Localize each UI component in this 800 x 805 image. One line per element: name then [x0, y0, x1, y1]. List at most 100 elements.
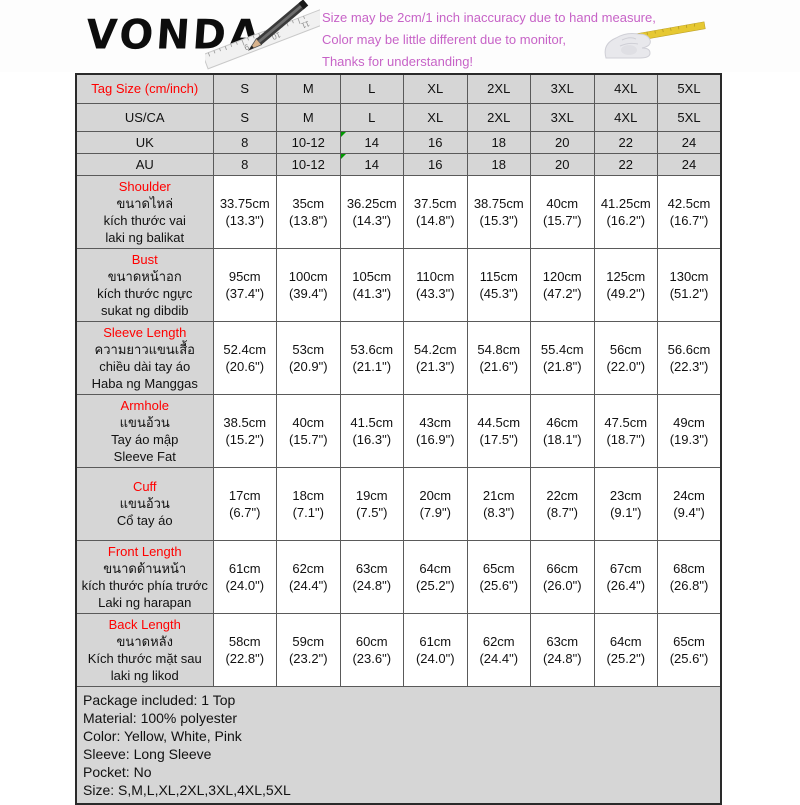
- cm-value: 125cm: [606, 268, 646, 284]
- measurement-cell: 43cm (16.9"): [403, 393, 468, 468]
- inch-value: (24.4"): [288, 577, 328, 593]
- row-title: Shoulder: [118, 178, 171, 194]
- table-row: Shoulder ขนาดไหล่ kích thước vai laki ng ba…: [75, 174, 722, 249]
- row-title: Front Length: [107, 543, 182, 559]
- cm-value: 130cm: [669, 268, 709, 284]
- inch-value: (49.2"): [606, 285, 646, 301]
- row-translation: ขนาดหลัง: [116, 633, 173, 649]
- cm-value: 44.5cm: [477, 414, 521, 430]
- row-label: Tag Size (cm/inch): [75, 73, 214, 104]
- table-row: US/CA S M L XL 2XL 3XL 4XL 5XL: [75, 102, 722, 132]
- measurement-cell: 120cm (47.2"): [530, 247, 595, 322]
- measurement-cell: 125cm (49.2"): [593, 247, 658, 322]
- row-title: Cuff: [132, 479, 157, 494]
- cm-value: 63cm: [546, 633, 579, 649]
- size-chart-table: Tag Size (cm/inch) S M L XL 2XL 3XL 4XL 5XL US/CA…: [75, 73, 722, 805]
- inch-value: (14.3"): [352, 212, 392, 228]
- inch-value: (16.2"): [606, 212, 646, 228]
- measurement-cell: 20cm (7.9"): [403, 466, 468, 541]
- cm-value: 100cm: [288, 268, 328, 284]
- inch-value: (17.5"): [479, 431, 519, 447]
- inch-value: (8.7"): [546, 504, 578, 520]
- measurement-cell: 18cm (7.1"): [276, 466, 341, 541]
- row-translation: kích thước phía trước: [81, 577, 208, 593]
- cm-value: 65cm: [482, 560, 515, 576]
- size-cell: S: [212, 73, 277, 104]
- size-cell: 22: [593, 130, 658, 154]
- row-label: Sleeve Length ความยาวแขนเสื้อ chiều dài ta…: [75, 320, 214, 395]
- inch-value: (51.2"): [669, 285, 709, 301]
- measurement-cell: 130cm (51.2"): [657, 247, 722, 322]
- row-translation: laki ng likod: [110, 667, 179, 683]
- size-cell: 2XL: [466, 102, 531, 132]
- measurement-cell: 63cm (24.8"): [339, 539, 404, 614]
- product-info-line: Sleeve: Long Sleeve: [83, 745, 212, 762]
- measurement-cell: 64cm (25.2"): [403, 539, 468, 614]
- inch-value: (22.8"): [225, 650, 265, 666]
- row-translation: ขนาดหน้าอก: [107, 268, 182, 284]
- row-title: Armhole: [120, 397, 169, 413]
- measurement-cell: 60cm (23.6"): [339, 612, 404, 687]
- size-cell: 14: [339, 130, 404, 154]
- cm-value: 62cm: [292, 560, 325, 576]
- disclaimer-notes: Size may be 2cm/1 inch inaccuracy due to…: [322, 7, 656, 73]
- measurement-cell: 95cm (37.4"): [212, 247, 277, 322]
- cm-value: 22cm: [546, 487, 579, 503]
- cm-value: 63cm: [355, 560, 388, 576]
- measurement-cell: 17cm (6.7"): [212, 466, 277, 541]
- cm-value: 115cm: [479, 268, 518, 284]
- measurement-cell: 62cm (24.4"): [276, 539, 341, 614]
- measurement-cell: 54.2cm (21.3"): [403, 320, 468, 395]
- table-row: Front Length ขนาดด้านหน้า kích thước phía …: [75, 539, 722, 614]
- measurement-cell: 49cm (19.3"): [657, 393, 722, 468]
- table-row: AU 8 10-12 14 16 18 20 22 24: [75, 152, 722, 176]
- inch-value: (15.7"): [542, 212, 582, 228]
- table-row: Armhole แขนอ้วน Tay áo mập Sleeve Fat 38.5cm…: [75, 393, 722, 468]
- inch-value: (23.6"): [352, 650, 392, 666]
- inch-value: (7.1"): [292, 504, 324, 520]
- cm-value: 38.75cm: [473, 195, 524, 211]
- inch-value: (21.6"): [479, 358, 519, 374]
- inch-value: (7.9"): [419, 504, 451, 520]
- cm-value: 41.5cm: [350, 414, 394, 430]
- measurement-cell: 65cm (25.6"): [657, 612, 722, 687]
- inch-value: (9.1"): [610, 504, 642, 520]
- table-row: UK 8 10-12 14 16 18 20 22 24: [75, 130, 722, 154]
- cm-value: 54.8cm: [477, 341, 521, 357]
- row-label: US/CA: [75, 102, 214, 132]
- cm-value: 59cm: [292, 633, 325, 649]
- row-translation: แขนอ้วน: [119, 496, 170, 511]
- measurement-cell: 58cm (22.8"): [212, 612, 277, 687]
- inch-value: (22.3"): [669, 358, 709, 374]
- size-cell: L: [339, 73, 404, 104]
- row-translation: sukat ng dibdib: [101, 302, 189, 318]
- measurement-cell: 23cm (9.1"): [593, 466, 658, 541]
- size-cell: 2XL: [466, 73, 531, 104]
- cm-value: 67cm: [609, 560, 642, 576]
- measurement-cell: 19cm (7.5"): [339, 466, 404, 541]
- measurement-cell: 110cm (43.3"): [403, 247, 468, 322]
- inch-value: (41.3"): [352, 285, 392, 301]
- measurement-cell: 21cm (8.3"): [466, 466, 531, 541]
- cm-value: 40cm: [292, 414, 325, 430]
- cm-value: 42.5cm: [667, 195, 711, 211]
- cm-value: 58cm: [228, 633, 261, 649]
- size-cell: 16: [403, 152, 468, 176]
- measurement-cell: 100cm (39.4"): [276, 247, 341, 322]
- product-info-line: Pocket: No: [83, 763, 152, 780]
- cm-value: 46cm: [546, 414, 579, 430]
- size-cell: 18: [466, 152, 531, 176]
- row-label: Back Length ขนาดหลัง Kích thước mặt sau lak…: [75, 612, 214, 687]
- row-title: Bust: [131, 251, 158, 267]
- size-table-body: Tag Size (cm/inch) S M L XL 2XL 3XL 4XL 5XL US/CA…: [75, 73, 722, 804]
- size-cell: 3XL: [530, 73, 595, 104]
- inch-value: (18.1"): [542, 431, 582, 447]
- cm-value: 53.6cm: [350, 341, 394, 357]
- row-label: Cuff แขนอ้วน Cổ tay áo: [75, 466, 214, 541]
- cm-value: 56.6cm: [667, 341, 711, 357]
- inch-value: (26.4"): [606, 577, 646, 593]
- cm-value: 65cm: [673, 633, 705, 649]
- row-label: UK: [75, 130, 214, 154]
- row-translation: ขนาดไหล่: [116, 195, 174, 211]
- size-cell: 3XL: [530, 102, 595, 132]
